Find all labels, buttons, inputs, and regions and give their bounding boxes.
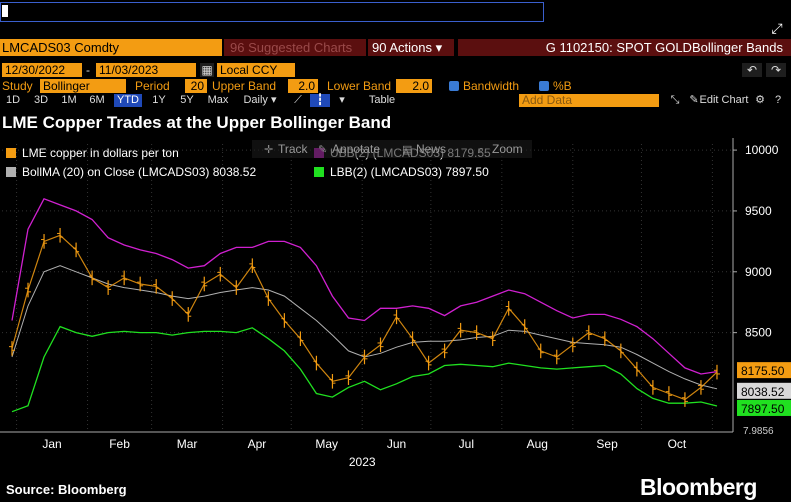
series-line-price — [11, 234, 718, 401]
range-6m[interactable]: 6M — [89, 94, 105, 106]
tool-zoom[interactable]: Zoom — [492, 142, 523, 156]
expand-icon[interactable]: ⤢ — [771, 20, 783, 36]
security-ticker[interactable]: LMCADS03 Comdty — [0, 39, 222, 56]
x-tick-label: Sep — [596, 437, 618, 451]
period-label: Period — [135, 79, 170, 93]
y-axis: 8500 9000 9500 10000 8175.50 8038.52 7897.50 7.… — [733, 143, 791, 437]
range-1m[interactable]: 1M — [61, 94, 77, 106]
chart-title: LME Copper Trades at the Upper Bollinger… — [2, 113, 392, 132]
y-tick-label: 8500 — [745, 326, 772, 340]
last-value-mid: 8038.52 — [741, 385, 785, 399]
bloomberg-logo: Bloomberg — [640, 474, 757, 500]
grid-lines — [0, 138, 734, 433]
start-date-field[interactable]: 12/30/2022 — [2, 63, 82, 77]
suggested-charts-button[interactable]: 96 Suggested Charts — [224, 39, 366, 56]
chart-area[interactable]: LME copper in dollars per tonUBB(2) (LMC… — [0, 138, 791, 480]
last-value-price: 8175.50 — [741, 364, 785, 378]
bar-chart-icon[interactable]: ┇ — [310, 94, 330, 107]
edit-chart-button[interactable]: Edit Chart — [699, 94, 749, 106]
lower-band-label: Lower Band — [327, 79, 392, 93]
x-tick-label: Feb — [109, 437, 130, 451]
track-icon[interactable]: ✛ — [264, 144, 273, 156]
help-icon[interactable]: ? — [774, 94, 782, 106]
currency-select[interactable]: Local CCY — [217, 63, 295, 77]
x-axis: Jan Feb Mar Apr May Jun Jul Aug Sep Oct 2023 — [42, 437, 687, 469]
end-date-field[interactable]: 11/03/2023 — [96, 63, 196, 77]
x-tick-label: May — [315, 437, 338, 451]
undo-icon[interactable]: ↶ — [742, 63, 762, 77]
series-line-mid — [11, 265, 718, 390]
x-tick-label: Aug — [527, 437, 548, 451]
series-line-lower — [11, 325, 718, 413]
y-tick-label: 10000 — [745, 143, 779, 157]
edit-chart-icon[interactable]: ✎ — [689, 94, 699, 106]
last-value-badge-mid — [737, 382, 791, 399]
bandwidth-checkbox[interactable] — [449, 81, 459, 91]
upper-band-field[interactable]: 2.0 — [288, 79, 318, 93]
x-tick-label: Oct — [668, 437, 687, 451]
last-value-badge-price — [737, 362, 791, 379]
pctb-label: %B — [553, 79, 572, 93]
last-value-lower: 7897.50 — [741, 402, 785, 416]
news-icon[interactable]: ▤ — [402, 144, 412, 156]
bandwidth-label: Bandwidth — [463, 79, 520, 93]
upper-band-label: Upper Band — [212, 79, 277, 93]
range-1d[interactable]: 1D — [5, 94, 21, 106]
legend-label-lower: LBB(2) (LMCADS03) 7897.50 — [330, 165, 489, 179]
add-data-input[interactable]: Add Data — [519, 94, 659, 107]
x-tick-label: Jul — [459, 437, 474, 451]
tools-bar — [252, 140, 532, 158]
x-axis-year-label: 2023 — [349, 455, 376, 469]
pctb-checkbox[interactable] — [539, 81, 549, 91]
study-label: Study — [2, 79, 33, 93]
legend-swatch-lower — [314, 167, 324, 177]
chart-type-dropdown-icon[interactable]: ▾ — [339, 94, 345, 106]
legend-swatch-price — [6, 148, 16, 158]
source-note: Source: Bloomberg — [6, 482, 127, 497]
zoom-out-icon[interactable]: ⤡ — [670, 94, 680, 106]
legend-label-price: LME copper in dollars per ton — [22, 146, 179, 160]
command-cursor — [2, 5, 8, 17]
period-field[interactable]: 20 — [185, 79, 207, 93]
range-ytd[interactable]: YTD — [114, 94, 142, 107]
frequency-select[interactable]: Daily ▾ — [243, 94, 277, 106]
series-line-upper — [11, 197, 718, 375]
last-value-badge-lower — [737, 399, 791, 416]
calendar-icon[interactable]: ▦ — [200, 63, 214, 77]
range-5y[interactable]: 5Y — [180, 94, 194, 106]
y-cutoff-label: 7.9856 — [743, 426, 774, 437]
lower-band-field[interactable]: 2.0 — [396, 79, 432, 93]
window-title: G 1102150: SPOT GOLDBollinger Bands — [458, 39, 791, 56]
range-3d[interactable]: 3D — [33, 94, 49, 106]
gear-icon[interactable]: ⚙ — [755, 94, 765, 106]
range-1y[interactable]: 1Y — [152, 94, 166, 106]
line-chart-icon[interactable]: ⟋ — [294, 94, 302, 106]
x-tick-label: Mar — [177, 437, 198, 451]
tool-track[interactable]: Track — [278, 142, 309, 156]
range-max[interactable]: Max — [207, 94, 229, 106]
chart-svg[interactable]: LME copper in dollars per tonUBB(2) (LMC… — [0, 138, 791, 480]
legend-label-mid: BollMA (20) on Close (LMCADS03) 8038.52 — [22, 165, 256, 179]
y-tick-label: 9000 — [745, 265, 772, 279]
command-input[interactable] — [0, 2, 544, 22]
chart-tools-overlay: ✛ Track ✎ Annotate ▤ News ⌕ Zoom — [252, 140, 532, 158]
x-tick-label: Jan — [42, 437, 61, 451]
legend-swatch-mid — [6, 167, 16, 177]
tool-annotate[interactable]: Annotate — [332, 142, 380, 156]
x-tick-label: Jun — [387, 437, 406, 451]
date-separator: - — [86, 63, 90, 77]
study-select[interactable]: Bollinger — [40, 79, 126, 93]
tool-news[interactable]: News — [416, 142, 446, 156]
price-bars — [9, 227, 720, 407]
redo-icon[interactable]: ↷ — [766, 63, 786, 77]
annotate-icon[interactable]: ✎ — [318, 144, 327, 156]
zoom-icon[interactable]: ⌕ — [478, 144, 484, 156]
y-tick-label: 9500 — [745, 204, 772, 218]
x-tick-label: Apr — [248, 437, 267, 451]
actions-menu[interactable]: 90 Actions ▾ — [368, 39, 454, 56]
table-button[interactable]: Table — [368, 94, 396, 106]
